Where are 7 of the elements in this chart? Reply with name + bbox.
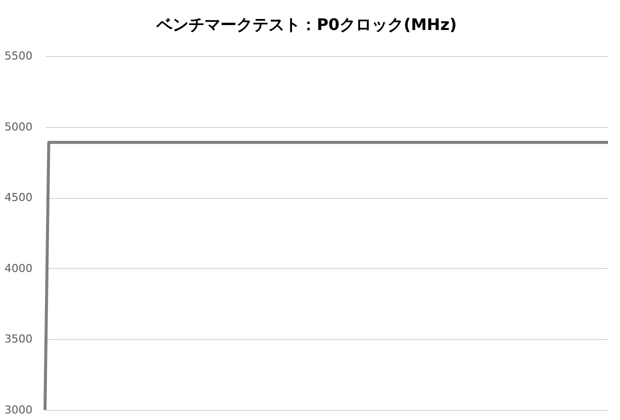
y-tick-label: 3500 bbox=[4, 332, 32, 346]
y-tick-label: 3000 bbox=[4, 404, 32, 416]
y-tick-label: 4500 bbox=[4, 191, 32, 204]
y-tick-label: 4000 bbox=[4, 262, 32, 275]
y-tick-label: 5000 bbox=[4, 120, 32, 134]
y-tick-label: 5500 bbox=[4, 50, 32, 62]
chart-title: ベンチマークテスト：P0クロック(MHz) bbox=[156, 15, 457, 34]
